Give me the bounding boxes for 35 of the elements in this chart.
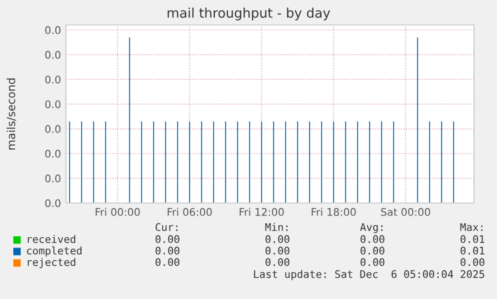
y-tick-label: 0.0 bbox=[45, 199, 60, 208]
text: 0.00 bbox=[266, 246, 290, 255]
text: 0.00 bbox=[266, 235, 290, 244]
x-tick-label: Fri 00:00 bbox=[96, 208, 140, 216]
text: Last update: Sat Dec 6 05:00:04 2025 bbox=[254, 270, 484, 280]
x-tick-label: Fri 06:00 bbox=[168, 208, 212, 216]
x-tick-label: Fri 18:00 bbox=[312, 208, 356, 216]
legend-label: received bbox=[28, 234, 76, 244]
text: 0.01 bbox=[460, 235, 484, 244]
text: 0.00 bbox=[360, 258, 384, 266]
y-tick-label: 0.0 bbox=[45, 150, 60, 158]
y-axis-title: mails/second bbox=[6, 78, 16, 150]
y-tick-label: 0.0 bbox=[45, 100, 60, 108]
text: 0.01 bbox=[460, 246, 484, 255]
text: Min: bbox=[265, 222, 288, 231]
text: Cur: bbox=[156, 223, 178, 232]
y-tick-label: 0.0 bbox=[45, 26, 60, 34]
x-tick-label: Sat 00:00 bbox=[381, 208, 430, 216]
text: 0.00 bbox=[360, 246, 384, 255]
y-tick-label: 0.0 bbox=[45, 125, 60, 133]
text: 0.00 bbox=[266, 258, 290, 266]
legend-label: completed bbox=[26, 246, 82, 257]
x-tick-label: Fri 12:00 bbox=[240, 208, 284, 216]
y-tick-label: 0.0 bbox=[45, 76, 60, 84]
chart-title: mail throughput - by day bbox=[168, 8, 330, 20]
text: 0.00 bbox=[156, 235, 180, 244]
legend-label: rejected bbox=[28, 258, 76, 268]
text: Avg: bbox=[360, 223, 382, 234]
y-tick-label: 0.0 bbox=[45, 50, 60, 59]
y-tick-label: 0.0 bbox=[45, 174, 60, 182]
text: 0.00 bbox=[460, 258, 484, 266]
text: 0.00 bbox=[156, 258, 180, 266]
text: Max: bbox=[460, 223, 482, 232]
text: 0.00 bbox=[360, 235, 384, 244]
text: 0.00 bbox=[156, 246, 180, 255]
